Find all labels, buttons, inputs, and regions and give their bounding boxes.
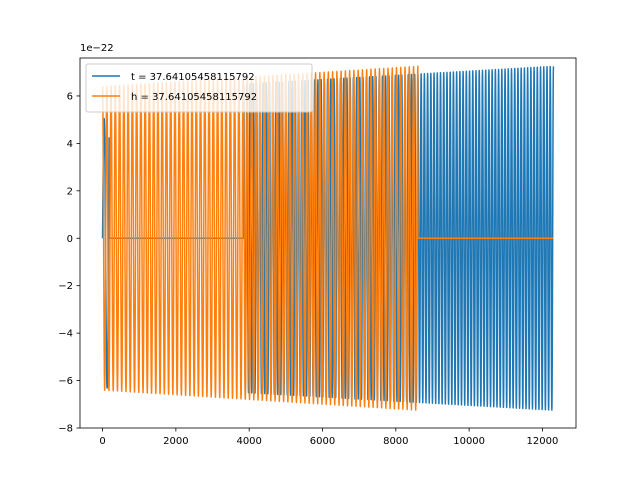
y-offset-label: 1e−22 bbox=[80, 43, 114, 54]
legend-label-t: t = 37.64105458115792 bbox=[131, 72, 255, 83]
x-tick-label: 12000 bbox=[527, 436, 559, 447]
y-tick-label: −8 bbox=[58, 424, 73, 435]
y-tick-label: 2 bbox=[67, 186, 73, 197]
x-tick-label: 0 bbox=[99, 436, 105, 447]
y-tick-label: −2 bbox=[58, 281, 73, 292]
y-axis: −8 −6 −4 −2 0 2 4 6 bbox=[58, 91, 80, 435]
x-tick-label: 10000 bbox=[453, 436, 485, 447]
axes-frame bbox=[79, 57, 577, 429]
x-tick-label: 6000 bbox=[310, 436, 335, 447]
x-tick-label: 8000 bbox=[383, 436, 408, 447]
x-tick-label: 4000 bbox=[236, 436, 261, 447]
legend-box bbox=[85, 63, 313, 113]
y-tick-label: −4 bbox=[58, 329, 73, 340]
y-tick-label: −6 bbox=[58, 376, 73, 387]
series-line-t bbox=[101, 65, 555, 411]
y-tick-label: 4 bbox=[67, 139, 73, 150]
x-axis: 0 2000 4000 6000 8000 10000 12000 bbox=[99, 428, 558, 447]
x-tick-label: 2000 bbox=[163, 436, 188, 447]
legend-label-h: h = 37.64105458115792 bbox=[131, 92, 257, 103]
y-tick-label: 6 bbox=[67, 91, 73, 102]
legend: t = 37.64105458115792 h = 37.64105458115… bbox=[85, 63, 313, 113]
y-tick-label: 0 bbox=[67, 234, 73, 245]
